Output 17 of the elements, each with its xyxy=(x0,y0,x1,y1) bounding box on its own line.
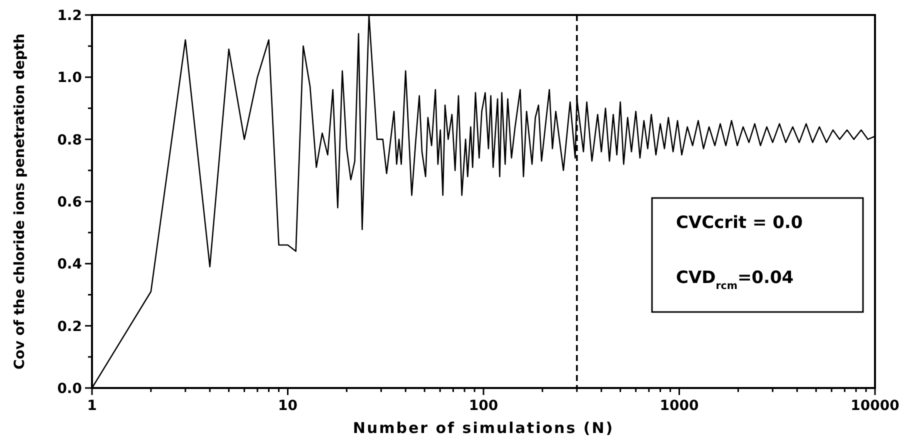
x-tick-label: 100 xyxy=(468,398,498,414)
y-tick-label: 0.4 xyxy=(57,256,82,273)
y-axis-title: Cov of the chloride ions penetration depth xyxy=(12,33,28,370)
y-tick-label: 0.0 xyxy=(57,381,82,397)
y-tick-label: 0.2 xyxy=(57,318,82,335)
annotation: CVCcrit = 0.0 xyxy=(676,213,803,233)
x-tick-label: 10000 xyxy=(850,398,900,414)
y-tick-label: 1.2 xyxy=(57,8,82,24)
note-box: CVCcrit = 0.0 CVD$_{rcm}$=0.04 xyxy=(651,197,864,313)
x-axis-title: Number of simulations (N) xyxy=(352,419,614,437)
annotation: CVD$_{rcm}$=0.04 xyxy=(676,268,794,292)
x-tick-label: 10 xyxy=(278,398,298,414)
x-tick-label: 1000 xyxy=(660,398,699,414)
y-tick-label: 0.6 xyxy=(57,194,82,210)
x-tick-label: 1 xyxy=(87,398,97,414)
y-tick-label: 0.8 xyxy=(57,132,82,148)
y-tick-label: 1.0 xyxy=(57,70,82,86)
